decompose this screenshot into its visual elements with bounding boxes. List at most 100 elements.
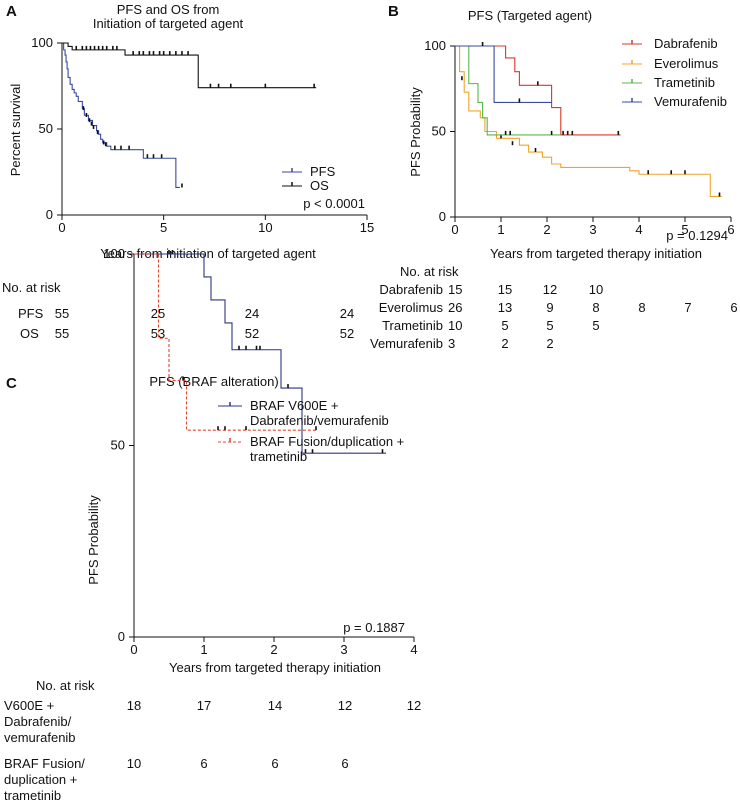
risk-value: 24 bbox=[340, 306, 354, 321]
x-tick-label: 3 bbox=[340, 642, 347, 657]
panel-a-plot-area: 0 50 100 0 5 10 15 bbox=[31, 35, 374, 235]
risk-value: 12 bbox=[338, 698, 352, 713]
panel-c-y-label: PFS Probability bbox=[86, 495, 101, 585]
panel-a-y-label: Percent survival bbox=[8, 84, 23, 177]
x-tick-label: 2 bbox=[543, 222, 550, 237]
series-line-1 bbox=[62, 42, 317, 89]
panel-b-legend: Dabrafenib Everolimus Trametinib Vemuraf… bbox=[622, 36, 727, 109]
x-tick-label: 5 bbox=[160, 220, 167, 235]
risk-value: 55 bbox=[55, 326, 69, 341]
x-tick-label: 1 bbox=[200, 642, 207, 657]
x-tick-label: 0 bbox=[130, 642, 137, 657]
risk-row-label-line: BRAF Fusion/ bbox=[4, 756, 85, 771]
risk-value: 2 bbox=[546, 336, 553, 351]
risk-value: 52 bbox=[245, 326, 259, 341]
risk-value: 5 bbox=[501, 318, 508, 333]
risk-value: 6 bbox=[341, 756, 348, 771]
risk-value: 5 bbox=[592, 318, 599, 333]
risk-value: 7 bbox=[684, 300, 691, 315]
risk-value: 3 bbox=[448, 336, 455, 351]
panel-a-legend: PFS OS bbox=[282, 164, 336, 193]
panel-b-p-value: p = 0.1294 bbox=[666, 228, 728, 243]
legend-label-trametinib: Trametinib bbox=[654, 75, 715, 90]
panel-c-risk-table: No. at risk V600E + Dabrafenib/ vemurafe… bbox=[4, 678, 421, 803]
risk-value: 8 bbox=[638, 300, 645, 315]
risk-row-label: Trametinib bbox=[382, 318, 443, 333]
risk-value: 10 bbox=[127, 756, 141, 771]
legend-label-v600e-line-2: Dabrafenib/vemurafenib bbox=[250, 413, 389, 428]
x-tick-label: 3 bbox=[589, 222, 596, 237]
panel-a-risk-table: No. at risk PFS 55 25 24 24 OS 55 53 52 … bbox=[2, 280, 354, 341]
legend-label-os: OS bbox=[310, 178, 329, 193]
x-tick-label: 2 bbox=[270, 642, 277, 657]
series-line-1 bbox=[134, 253, 316, 431]
legend-label-fusion-line-2: trametinib bbox=[250, 449, 307, 464]
risk-value: 14 bbox=[268, 698, 282, 713]
y-tick-label: 0 bbox=[439, 209, 446, 224]
x-tick-label: 0 bbox=[451, 222, 458, 237]
legend-label-pfs: PFS bbox=[310, 164, 336, 179]
risk-row-label-line: V600E + bbox=[4, 698, 54, 713]
x-tick-label: 10 bbox=[258, 220, 272, 235]
legend-label-fusion-line-1: BRAF Fusion/duplication + bbox=[250, 434, 404, 449]
legend-label-v600e-line-1: BRAF V600E + bbox=[250, 398, 339, 413]
risk-value: 12 bbox=[407, 698, 421, 713]
risk-value: 13 bbox=[498, 300, 512, 315]
panel-a-title-line-1: PFS and OS from bbox=[117, 2, 220, 17]
panel-b-x-label: Years from targeted therapy initiation bbox=[490, 246, 702, 261]
risk-value: 10 bbox=[589, 282, 603, 297]
risk-value: 18 bbox=[127, 698, 141, 713]
risk-value: 6 bbox=[730, 300, 737, 315]
panel-a-risk-header: No. at risk bbox=[2, 280, 61, 295]
panel-c: C PFS (BRAF alteration) PFS Probability … bbox=[4, 246, 421, 803]
y-tick-label: 100 bbox=[424, 38, 446, 53]
panel-c-plot-area: 0 50 100 0 1 2 3 4 bbox=[103, 246, 417, 657]
x-tick-label: 6 bbox=[727, 222, 734, 237]
x-tick-label: 4 bbox=[410, 642, 417, 657]
x-tick-label: 0 bbox=[58, 220, 65, 235]
risk-row-label-line: vemurafenib bbox=[4, 730, 76, 745]
series-line-0 bbox=[455, 45, 621, 136]
risk-row-label: Vemurafenib bbox=[370, 336, 443, 351]
panel-c-title: PFS (BRAF alteration) bbox=[149, 374, 278, 389]
risk-value: 15 bbox=[498, 282, 512, 297]
risk-value: 6 bbox=[200, 756, 207, 771]
risk-value: 24 bbox=[245, 306, 259, 321]
y-tick-label: 0 bbox=[46, 207, 53, 222]
series-line-0 bbox=[62, 42, 180, 189]
risk-value: 2 bbox=[501, 336, 508, 351]
y-tick-label: 50 bbox=[39, 121, 53, 136]
risk-row-label: Everolimus bbox=[379, 300, 444, 315]
risk-value: 10 bbox=[448, 318, 462, 333]
risk-value: 5 bbox=[546, 318, 553, 333]
panel-b-title: PFS (Targeted agent) bbox=[468, 8, 592, 23]
risk-value: 52 bbox=[340, 326, 354, 341]
series-line-0 bbox=[134, 253, 386, 454]
x-tick-label: 5 bbox=[681, 222, 688, 237]
panel-b-y-label: PFS Probability bbox=[408, 87, 423, 177]
risk-value: 9 bbox=[546, 300, 553, 315]
series-line-3 bbox=[455, 45, 552, 103]
risk-value: 17 bbox=[197, 698, 211, 713]
panel-a: A PFS and OS from Initiation of targeted… bbox=[2, 2, 374, 341]
risk-value: 53 bbox=[151, 326, 165, 341]
risk-row-label-line: Dabrafenib/ bbox=[4, 714, 72, 729]
panel-c-p-value: p = 0.1887 bbox=[343, 620, 405, 635]
risk-row-label-line: trametinib bbox=[4, 788, 61, 803]
risk-value: 6 bbox=[271, 756, 278, 771]
panel-b-risk-header: No. at risk bbox=[400, 264, 459, 279]
y-tick-label: 100 bbox=[103, 246, 125, 261]
series-line-1 bbox=[455, 45, 722, 198]
risk-value: 15 bbox=[448, 282, 462, 297]
panel-b-risk-table: No. at risk Dabrafenib Everolimus Tramet… bbox=[370, 264, 738, 351]
x-tick-label: 15 bbox=[360, 220, 374, 235]
panel-b: B PFS (Targeted agent) PFS Probability Y… bbox=[370, 3, 738, 351]
panel-b-letter: B bbox=[388, 3, 399, 20]
panel-c-risk-header: No. at risk bbox=[36, 678, 95, 693]
risk-row-label: Dabrafenib bbox=[379, 282, 443, 297]
risk-value: 8 bbox=[592, 300, 599, 315]
legend-label-everolimus: Everolimus bbox=[654, 56, 719, 71]
risk-value: 25 bbox=[151, 306, 165, 321]
risk-value: 12 bbox=[543, 282, 557, 297]
